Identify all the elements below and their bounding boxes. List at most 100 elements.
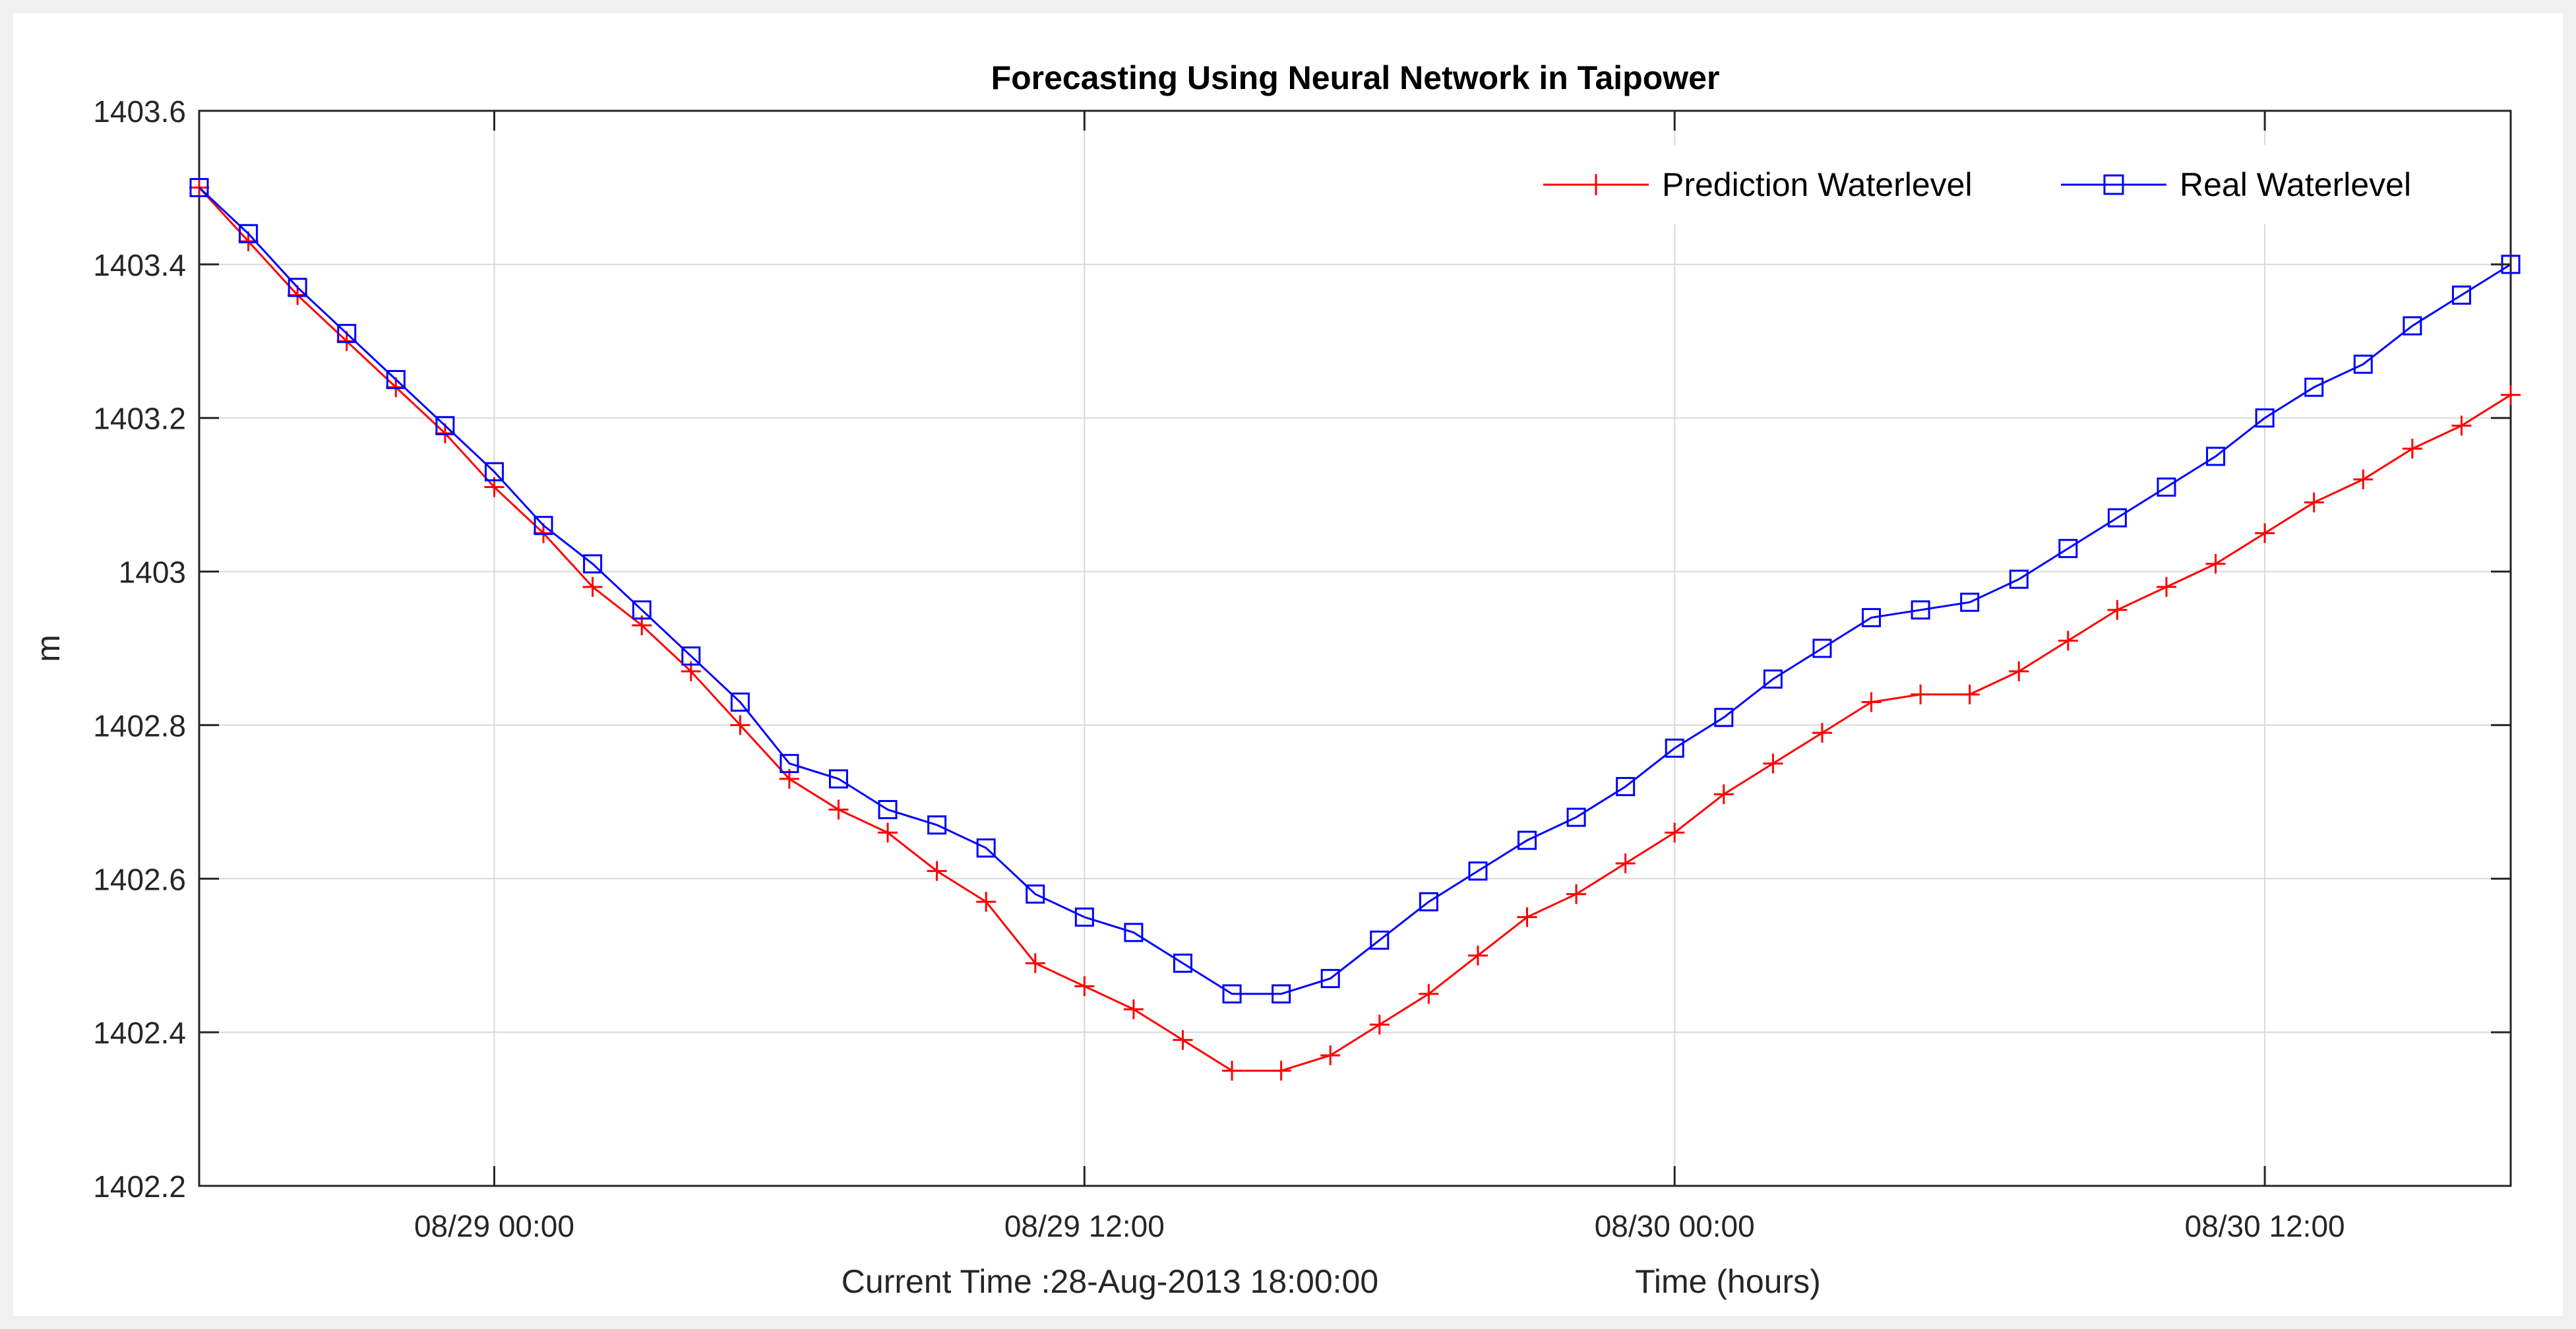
prediction-waterlevel-point bbox=[1665, 822, 1685, 843]
prediction-waterlevel-point bbox=[730, 715, 751, 735]
real-waterlevel-point bbox=[1468, 861, 1488, 881]
real-waterlevel-point bbox=[681, 646, 701, 666]
real-waterlevel-point bbox=[1911, 600, 1930, 620]
prediction-waterlevel-point bbox=[2009, 661, 2029, 681]
real-waterlevel-point bbox=[435, 416, 455, 435]
prediction-waterlevel-line bbox=[198, 187, 2511, 1072]
real-waterlevel-point bbox=[2451, 285, 2471, 305]
real-waterlevel-point bbox=[1074, 908, 1094, 927]
prediction-waterlevel-point bbox=[1123, 999, 1144, 1020]
prediction-waterlevel-point bbox=[976, 892, 997, 912]
real-waterlevel-point bbox=[632, 600, 652, 620]
real-waterlevel-point bbox=[1763, 669, 1783, 689]
real-waterlevel-point bbox=[1026, 884, 1045, 904]
prediction-waterlevel-point bbox=[1173, 1030, 1193, 1050]
y-tick-label: 1402.2 bbox=[93, 1169, 186, 1204]
legend: Prediction Waterlevel Real Waterlevel bbox=[1523, 145, 2493, 224]
real-waterlevel-point bbox=[828, 769, 848, 789]
prediction-waterlevel-point bbox=[2107, 600, 2128, 620]
y-tick-label: 1402.8 bbox=[93, 708, 186, 743]
current-time-label: Current Time :28-Aug-2013 18:00:00 bbox=[842, 1263, 1378, 1300]
real-waterlevel-point bbox=[1665, 738, 1684, 758]
prediction-waterlevel-point bbox=[2255, 523, 2275, 543]
prediction-waterlevel-point bbox=[1467, 945, 1488, 966]
real-waterlevel-point bbox=[1222, 984, 1242, 1004]
real-waterlevel-point bbox=[2157, 478, 2176, 497]
real-waterlevel-point bbox=[1714, 708, 1734, 727]
prediction-waterlevel-point bbox=[1713, 784, 1734, 805]
prediction-waterlevel-point bbox=[2501, 385, 2521, 405]
prediction-waterlevel-point bbox=[878, 822, 898, 843]
real-waterlevel-point bbox=[534, 516, 553, 536]
prediction-waterlevel-point bbox=[1271, 1061, 1291, 1081]
real-waterlevel-point bbox=[1124, 923, 1144, 943]
real-waterlevel-point bbox=[2206, 447, 2226, 466]
y-tick-label: 1403.2 bbox=[93, 402, 186, 436]
real-waterlevel-point bbox=[730, 693, 750, 712]
prediction-waterlevel-point bbox=[1959, 684, 1980, 704]
tick-layer: 1402.2 1402.4 1402.6 1402.8 1403 1403.2 1403.4… bbox=[93, 94, 2511, 1243]
x-tick-label: 08/30 00:00 bbox=[1595, 1209, 1755, 1243]
prediction-waterlevel-point bbox=[1369, 1014, 1390, 1035]
y-tick-label: 1402.4 bbox=[93, 1016, 186, 1050]
real-waterlevel-point bbox=[2304, 377, 2324, 397]
prediction-waterlevel-point bbox=[2353, 469, 2374, 489]
real-waterlevel-point bbox=[2009, 569, 2029, 589]
legend-real-label: Real Waterlevel bbox=[2180, 166, 2411, 203]
y-tick-label: 1403 bbox=[119, 555, 186, 590]
y-tick-label: 1402.6 bbox=[93, 862, 186, 896]
real-waterlevel-point bbox=[2255, 408, 2275, 428]
real-waterlevel-point bbox=[583, 554, 603, 574]
real-waterlevel-point bbox=[386, 370, 406, 389]
prediction-waterlevel-point bbox=[1763, 753, 1783, 774]
real-waterlevel-point bbox=[239, 224, 259, 243]
prediction-waterlevel-point bbox=[1025, 953, 1045, 974]
prediction-waterlevel-point bbox=[927, 861, 947, 881]
prediction-waterlevel-point bbox=[1222, 1061, 1242, 1081]
prediction-waterlevel-point bbox=[1419, 983, 1439, 1004]
real-waterlevel-point bbox=[976, 838, 996, 858]
real-waterlevel-point bbox=[1960, 592, 1980, 612]
legend-background bbox=[1523, 145, 2493, 224]
real-waterlevel-point bbox=[189, 177, 209, 197]
real-waterlevel-point bbox=[2353, 354, 2373, 374]
prediction-waterlevel-point bbox=[2402, 439, 2422, 459]
x-axis-label: Time (hours) bbox=[1635, 1263, 1821, 1300]
real-waterlevel-point bbox=[484, 462, 504, 481]
real-waterlevel-point bbox=[2107, 508, 2127, 528]
real-waterlevel-point bbox=[1419, 892, 1438, 912]
real-waterlevel-point bbox=[2058, 539, 2078, 559]
prediction-waterlevel-point bbox=[2156, 576, 2176, 597]
real-waterlevel-point bbox=[1862, 607, 1882, 627]
y-tick-label: 1403.4 bbox=[93, 248, 186, 282]
prediction-waterlevel-point bbox=[2205, 553, 2226, 574]
series-layer bbox=[189, 177, 2521, 1081]
prediction-waterlevel-point bbox=[828, 799, 849, 820]
prediction-waterlevel-point bbox=[1074, 976, 1095, 997]
real-waterlevel-point bbox=[1272, 984, 1291, 1004]
prediction-waterlevel-point bbox=[582, 576, 603, 597]
chart-title: Forecasting Using Neural Network in Taip… bbox=[991, 59, 1720, 96]
real-waterlevel-point bbox=[927, 815, 947, 835]
prediction-waterlevel-point bbox=[1812, 723, 1832, 743]
prediction-waterlevel-point bbox=[1566, 884, 1587, 904]
real-waterlevel-point bbox=[1518, 830, 1537, 850]
y-axis-label: m bbox=[30, 634, 67, 662]
prediction-waterlevel-point bbox=[1615, 853, 1636, 873]
legend-prediction-label: Prediction Waterlevel bbox=[1662, 166, 1973, 203]
legend-real-marker bbox=[2103, 174, 2124, 195]
prediction-waterlevel-point bbox=[2304, 492, 2324, 512]
prediction-waterlevel-point bbox=[2058, 631, 2078, 651]
real-waterlevel-point bbox=[1173, 953, 1192, 973]
real-waterlevel-point bbox=[288, 278, 307, 297]
plot-area bbox=[198, 109, 2512, 1187]
prediction-waterlevel-point bbox=[1320, 1045, 1341, 1066]
y-tick-label: 1403.6 bbox=[93, 94, 186, 129]
prediction-waterlevel-point bbox=[2451, 416, 2472, 436]
real-waterlevel-point bbox=[2403, 316, 2422, 336]
x-tick-label: 08/30 12:00 bbox=[2185, 1209, 2345, 1243]
prediction-waterlevel-point bbox=[1911, 684, 1931, 704]
legend-prediction-marker bbox=[1585, 174, 1607, 195]
real-waterlevel-point bbox=[1370, 930, 1390, 950]
real-waterlevel-point bbox=[1320, 969, 1340, 989]
